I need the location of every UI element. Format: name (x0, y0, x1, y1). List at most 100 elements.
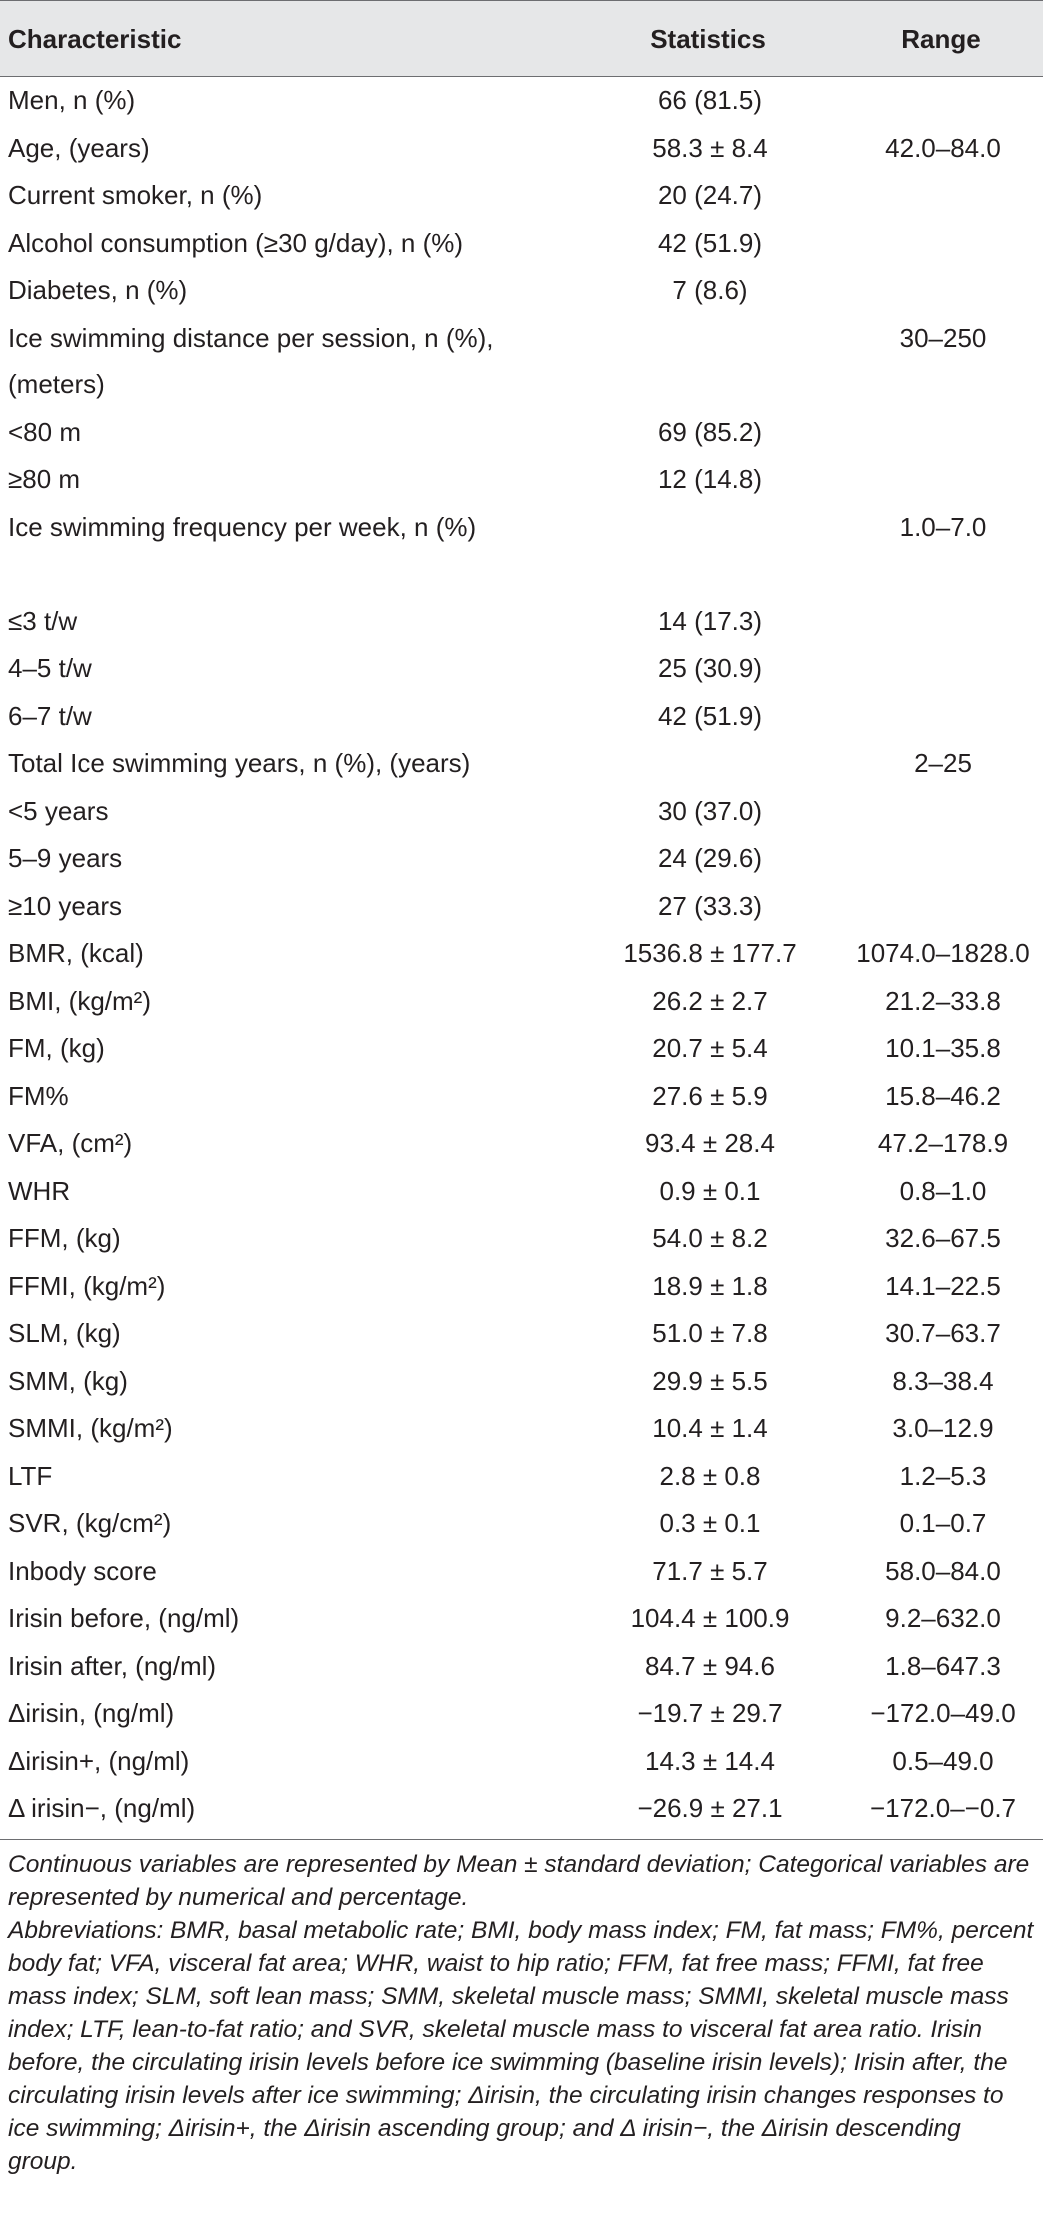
table-row: Age, (years) 58.3 ± 8.4 42.0–84.0 (0, 125, 1043, 173)
row-range: 8.3–38.4 (892, 1365, 994, 1396)
header-statistics: Statistics (650, 24, 766, 54)
row-statistics: 10.4 ± 1.4 (652, 1413, 768, 1443)
row-statistics: 14.3 ± 14.4 (645, 1745, 775, 1776)
row-statistics: 29.9 ± 5.5 (652, 1365, 768, 1396)
row-label: Alcohol consumption (≥30 g/day), n (%) (8, 227, 464, 258)
table-row: <80 m 69 (85.2) (0, 409, 1043, 457)
table-row: Δirisin+, (ng/ml) 14.3 ± 14.4 0.5–49.0 (0, 1738, 1043, 1786)
row-label: Irisin before, (ng/ml) (8, 1603, 240, 1633)
row-statistics: 42 (51.9) (657, 227, 763, 258)
row-statistics: 1536.8 ± 177.7 (623, 938, 797, 968)
row-range: −172.0–49.0 (870, 1698, 1016, 1728)
row-statistics: −26.9 ± 27.1 (637, 1793, 783, 1823)
row-range: 0.5–49.0 (892, 1745, 994, 1776)
row-label: ≥10 years (8, 890, 122, 921)
row-statistics: 0.9 ± 0.1 (659, 1175, 761, 1206)
row-label: SLM, (kg) (8, 1318, 121, 1348)
header-range: Range (901, 24, 981, 54)
row-label: Total Ice swimming years, n (%), (years) (8, 748, 471, 778)
row-label: WHR (8, 1175, 71, 1206)
table-header: Characteristic Statistics Range (0, 0, 1043, 77)
row-statistics: 54.0 ± 8.2 (652, 1223, 768, 1253)
table-row: 6–7 t/w 42 (51.9) (0, 693, 1043, 741)
row-range: 14.1–22.5 (885, 1270, 1001, 1301)
table-row: ≥80 m 12 (14.8) (0, 456, 1043, 504)
row-label: FM% (8, 1080, 69, 1111)
row-range: 30.7–63.7 (885, 1318, 1001, 1348)
row-label: Current smoker, n (%) (8, 180, 263, 210)
table-row: Irisin before, (ng/ml) 104.4 ± 100.9 9.2–6… (0, 1595, 1043, 1643)
row-statistics: 20 (24.7) (657, 180, 763, 210)
row-statistics: 71.7 ± 5.7 (652, 1555, 768, 1586)
row-label: SVR, (kg/cm²) (8, 1508, 172, 1538)
row-label: 5–9 years (8, 843, 123, 873)
row-statistics: 2.8 ± 0.8 (659, 1460, 761, 1491)
row-range: 9.2–632.0 (885, 1603, 1001, 1633)
row-label: SMMI, (kg/m²) (8, 1413, 173, 1443)
row-range: 30–250 (899, 322, 987, 353)
row-statistics: 12 (14.8) (657, 464, 763, 494)
table-bottom-rule (0, 1838, 1043, 1840)
table-row: LTF 2.8 ± 0.8 1.2–5.3 (0, 1453, 1043, 1501)
table-row: FFM, (kg) 54.0 ± 8.2 32.6–67.5 (0, 1215, 1043, 1263)
row-statistics: 20.7 ± 5.4 (652, 1033, 768, 1063)
row-statistics: 58.3 ± 8.4 (652, 132, 768, 163)
row-statistics: 51.0 ± 7.8 (652, 1318, 768, 1348)
row-label: BMI, (kg/m²) (8, 985, 151, 1016)
table-row: BMR, (kcal) 1536.8 ± 177.7 1074.0–1828.0 (0, 930, 1043, 978)
row-label: <5 years (8, 795, 109, 826)
row-label: 4–5 t/w (8, 653, 92, 683)
table-row: SLM, (kg) 51.0 ± 7.8 30.7–63.7 (0, 1310, 1043, 1358)
row-range: 1074.0–1828.0 (856, 938, 1030, 968)
row-label: FFMI, (kg/m²) (8, 1270, 166, 1301)
row-statistics: 18.9 ± 1.8 (652, 1270, 768, 1301)
row-statistics: 27 (33.3) (657, 890, 763, 921)
row-statistics: 30 (37.0) (657, 795, 763, 826)
table-row: Inbody score 71.7 ± 5.7 58.0–84.0 (0, 1548, 1043, 1596)
row-statistics: 14 (17.3) (657, 605, 763, 636)
row-statistics: 27.6 ± 5.9 (652, 1080, 768, 1111)
table-row: Δ irisin−, (ng/ml) −26.9 ± 27.1 −172.0–−0.… (0, 1785, 1043, 1833)
row-range: 15.8–46.2 (885, 1080, 1001, 1111)
table-row: BMI, (kg/m²) 26.2 ± 2.7 21.2–33.8 (0, 978, 1043, 1026)
row-label: ≤3 t/w (8, 605, 78, 636)
row-label: Age, (years) (8, 132, 150, 163)
row-label: Men, n (%) (8, 85, 136, 115)
row-statistics: 25 (30.9) (657, 653, 763, 683)
row-range: 1.8–647.3 (885, 1650, 1001, 1681)
table-row: ≥10 years 27 (33.3) (0, 883, 1043, 931)
row-statistics: 93.4 ± 28.4 (645, 1128, 775, 1158)
row-statistics: 7 (8.6) (672, 275, 748, 305)
row-label: <80 m (8, 416, 81, 447)
row-range: 42.0–84.0 (885, 132, 1001, 163)
row-statistics: 0.3 ± 0.1 (659, 1508, 761, 1538)
table-body: Men, n (%) 66 (81.5) Age, (years) 58.3 ± 8.… (0, 77, 1043, 1833)
table-row: 4–5 t/w 25 (30.9) (0, 645, 1043, 693)
table-row: 5–9 years 24 (29.6) (0, 835, 1043, 883)
row-label: Δirisin, (ng/ml) (8, 1698, 175, 1728)
table-row: SMM, (kg) 29.9 ± 5.5 8.3–38.4 (0, 1358, 1043, 1406)
row-label: FFM, (kg) (8, 1223, 121, 1253)
row-statistics: 84.7 ± 94.6 (645, 1650, 775, 1681)
row-range: 3.0–12.9 (892, 1413, 994, 1443)
row-label: SMM, (kg) (8, 1365, 128, 1396)
table-row: Total Ice swimming years, n (%), (years)… (0, 740, 1043, 788)
table-row: SVR, (kg/cm²) 0.3 ± 0.1 0.1–0.7 (0, 1500, 1043, 1548)
header-characteristic: Characteristic (8, 24, 182, 54)
row-statistics: 26.2 ± 2.7 (652, 985, 768, 1016)
row-label: 6–7 t/w (8, 700, 92, 731)
row-label: FM, (kg) (8, 1033, 105, 1063)
row-range: 32.6–67.5 (885, 1223, 1001, 1253)
footnote-abbreviations: Abbreviations: BMR, basal metabolic rate… (8, 1916, 1034, 2175)
row-statistics: −19.7 ± 29.7 (637, 1698, 783, 1728)
row-label: Δirisin+, (ng/ml) (8, 1745, 190, 1776)
row-statistics: 24 (29.6) (657, 843, 763, 873)
row-label: Diabetes, n (%) (8, 275, 188, 305)
row-range: −172.0–−0.7 (869, 1793, 1017, 1823)
row-statistics: 66 (81.5) (657, 85, 763, 115)
table-row: <5 years 30 (37.0) (0, 788, 1043, 836)
table-row: SMMI, (kg/m²) 10.4 ± 1.4 3.0–12.9 (0, 1405, 1043, 1453)
table-row: WHR 0.9 ± 0.1 0.8–1.0 (0, 1168, 1043, 1216)
table-row: Ice swimming frequency per week, n (%) 1.… (0, 504, 1043, 598)
